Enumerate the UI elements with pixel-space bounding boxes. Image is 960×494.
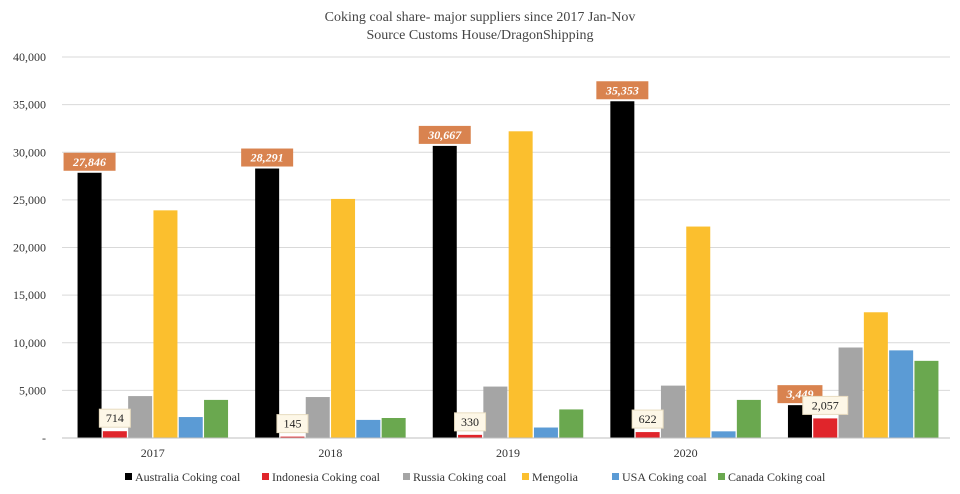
gridlines bbox=[62, 56, 950, 391]
bar-indonesia-coking-coal bbox=[635, 432, 660, 438]
bar-indonesia-coking-coal bbox=[458, 434, 483, 438]
bar-russia-coking-coal bbox=[128, 396, 153, 438]
y-tick-label: 25,000 bbox=[13, 193, 46, 207]
data-label-box bbox=[454, 412, 487, 432]
bar-canada-coking-coal bbox=[381, 417, 406, 438]
bar-russia-coking-coal bbox=[838, 347, 863, 438]
data-label-box bbox=[418, 125, 471, 144]
bar-mengolia bbox=[686, 226, 711, 438]
data-label: 2,057 bbox=[812, 398, 839, 412]
chart-title: Coking coal share- major suppliers since… bbox=[325, 10, 636, 25]
chart-subtitle: Source Customs House/DragonShipping bbox=[366, 28, 593, 43]
legend-label: USA Coking coal bbox=[622, 470, 707, 484]
bar-mengolia bbox=[508, 131, 533, 439]
bar-australia-coking-coal bbox=[432, 145, 457, 438]
bar-mengolia bbox=[863, 312, 888, 438]
data-label-box bbox=[241, 148, 294, 167]
y-tick-label: - bbox=[42, 431, 46, 445]
data-label-box bbox=[98, 408, 131, 428]
bar-australia-coking-coal bbox=[610, 101, 635, 439]
bar-australia-coking-coal bbox=[77, 172, 102, 438]
x-category-label: 2018 bbox=[318, 446, 342, 460]
bar-mengolia bbox=[331, 198, 356, 438]
legend-label: Mengolia bbox=[532, 470, 579, 484]
bar-usa-coking-coal bbox=[889, 350, 914, 438]
legend-label: Russia Coking coal bbox=[413, 470, 507, 484]
bar-canada-coking-coal bbox=[204, 399, 229, 438]
y-tick-label: 30,000 bbox=[13, 145, 46, 159]
data-label: 622 bbox=[639, 412, 657, 426]
data-label: 30,667 bbox=[427, 128, 462, 142]
data-label-box bbox=[802, 395, 849, 415]
bar-russia-coking-coal bbox=[305, 397, 330, 438]
y-tick-label: 5,000 bbox=[19, 383, 46, 397]
data-label: 145 bbox=[283, 417, 301, 431]
legend-swatch bbox=[718, 473, 725, 480]
bar-russia-coking-coal bbox=[483, 386, 508, 438]
data-label-box bbox=[63, 152, 116, 171]
legend-label: Australia Coking coal bbox=[135, 470, 241, 484]
legend: Australia Coking coal Indonesia Coking co… bbox=[125, 470, 826, 484]
y-tick-label: 15,000 bbox=[13, 288, 46, 302]
y-tick-label: 20,000 bbox=[13, 241, 46, 255]
y-tick-label: 35,000 bbox=[13, 98, 46, 112]
y-axis-ticks: - 5,000 10,000 15,000 20,000 25,000 30,000 35,0… bbox=[13, 50, 46, 445]
data-label: 35,353 bbox=[605, 83, 639, 97]
data-label-box bbox=[596, 81, 649, 100]
bar-russia-coking-coal bbox=[660, 385, 685, 438]
y-tick-label: 10,000 bbox=[13, 336, 46, 350]
y-tick-label: 40,000 bbox=[13, 50, 46, 64]
data-label-box bbox=[631, 409, 664, 429]
bar-usa-coking-coal bbox=[178, 417, 203, 438]
legend-label: Canada Coking coal bbox=[728, 470, 826, 484]
data-label: 714 bbox=[106, 411, 124, 425]
legend-swatch bbox=[262, 473, 269, 480]
bars bbox=[77, 101, 939, 439]
bar-mengolia bbox=[153, 210, 178, 438]
bar-canada-coking-coal bbox=[736, 399, 761, 438]
bar-canada-coking-coal bbox=[914, 360, 939, 438]
x-axis-categories: 2017 2018 2019 2020 bbox=[141, 446, 698, 460]
bar-usa-coking-coal bbox=[356, 419, 381, 438]
legend-label: Indonesia Coking coal bbox=[272, 470, 381, 484]
bar-indonesia-coking-coal bbox=[280, 436, 305, 438]
legend-swatch bbox=[403, 473, 410, 480]
data-label: 27,846 bbox=[72, 155, 106, 169]
bar-indonesia-coking-coal bbox=[813, 418, 838, 438]
bar-australia-coking-coal bbox=[255, 168, 280, 438]
legend-swatch bbox=[612, 473, 619, 480]
legend-swatch bbox=[125, 473, 132, 480]
bar-indonesia-coking-coal bbox=[102, 431, 127, 438]
x-category-label: 2019 bbox=[496, 446, 520, 460]
bar-usa-coking-coal bbox=[533, 427, 558, 438]
data-label: 28,291 bbox=[250, 151, 284, 165]
data-label-box bbox=[276, 414, 309, 434]
bar-usa-coking-coal bbox=[711, 431, 736, 438]
x-category-label: 2017 bbox=[141, 446, 165, 460]
bar-canada-coking-coal bbox=[559, 409, 584, 438]
x-category-label: 2020 bbox=[674, 446, 698, 460]
legend-swatch bbox=[522, 473, 529, 480]
data-label: 330 bbox=[461, 415, 479, 429]
